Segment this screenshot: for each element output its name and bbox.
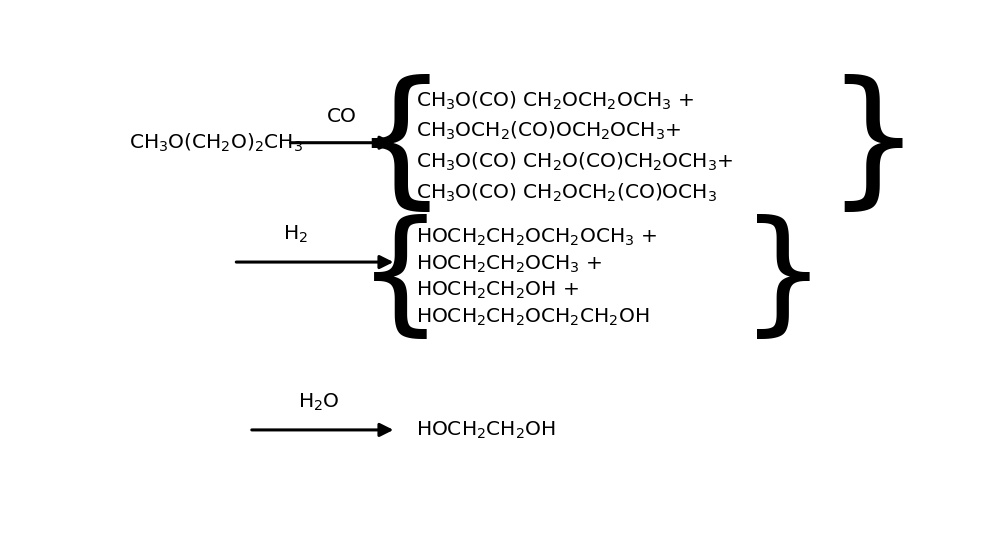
Text: CH$_3$O(CH$_2$O)$_2$CH$_3$: CH$_3$O(CH$_2$O)$_2$CH$_3$: [129, 131, 303, 154]
Text: HOCH$_2$CH$_2$OCH$_2$OCH$_3$ +: HOCH$_2$CH$_2$OCH$_2$OCH$_3$ +: [416, 227, 657, 248]
Text: H$_2$O: H$_2$O: [298, 392, 340, 413]
Text: HOCH$_2$CH$_2$OH +: HOCH$_2$CH$_2$OH +: [416, 280, 579, 301]
Text: {: {: [352, 74, 448, 219]
Text: HOCH$_2$CH$_2$OCH$_3$ +: HOCH$_2$CH$_2$OCH$_3$ +: [416, 254, 602, 275]
Text: CH$_3$OCH$_2$(CO)OCH$_2$OCH$_3$+: CH$_3$OCH$_2$(CO)OCH$_2$OCH$_3$+: [416, 120, 681, 142]
Text: CH$_3$O(CO) CH$_2$OCH$_2$(CO)OCH$_3$: CH$_3$O(CO) CH$_2$OCH$_2$(CO)OCH$_3$: [416, 182, 717, 204]
Text: }: }: [740, 214, 827, 345]
Text: HOCH$_2$CH$_2$OH: HOCH$_2$CH$_2$OH: [416, 419, 555, 440]
Text: CH$_3$O(CO) CH$_2$OCH$_2$OCH$_3$ +: CH$_3$O(CO) CH$_2$OCH$_2$OCH$_3$ +: [416, 89, 694, 111]
Text: HOCH$_2$CH$_2$OCH$_2$CH$_2$OH: HOCH$_2$CH$_2$OCH$_2$CH$_2$OH: [416, 307, 649, 328]
Text: CH$_3$O(CO) CH$_2$O(CO)CH$_2$OCH$_3$+: CH$_3$O(CO) CH$_2$O(CO)CH$_2$OCH$_3$+: [416, 151, 733, 173]
Text: H$_2$: H$_2$: [283, 224, 308, 245]
Text: CO: CO: [327, 107, 357, 126]
Text: {: {: [357, 214, 444, 345]
Text: }: }: [825, 74, 920, 219]
